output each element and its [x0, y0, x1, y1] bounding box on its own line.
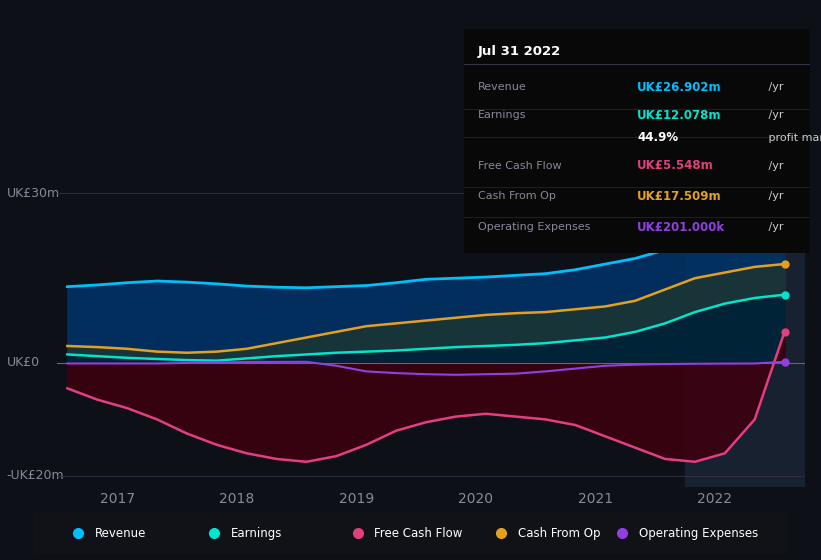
Text: UK£17.509m: UK£17.509m [637, 189, 722, 203]
Text: Free Cash Flow: Free Cash Flow [374, 527, 462, 540]
Text: Free Cash Flow: Free Cash Flow [478, 161, 562, 171]
Text: UK£201.000k: UK£201.000k [637, 221, 725, 234]
Text: /yr: /yr [765, 222, 784, 232]
Text: Operating Expenses: Operating Expenses [639, 527, 758, 540]
Text: UK£0: UK£0 [7, 356, 39, 370]
Text: -UK£20m: -UK£20m [7, 469, 64, 482]
Text: UK£30m: UK£30m [7, 187, 60, 200]
Text: /yr: /yr [765, 191, 784, 201]
Bar [685, 165, 805, 487]
Text: Cash From Op: Cash From Op [518, 527, 600, 540]
Text: 44.9%: 44.9% [637, 131, 678, 144]
Text: /yr: /yr [765, 110, 784, 120]
Text: /yr: /yr [765, 161, 784, 171]
Text: Cash From Op: Cash From Op [478, 191, 556, 201]
Text: UK£12.078m: UK£12.078m [637, 109, 722, 122]
Text: Operating Expenses: Operating Expenses [478, 222, 590, 232]
Text: UK£26.902m: UK£26.902m [637, 81, 722, 94]
Text: Earnings: Earnings [231, 527, 282, 540]
Text: Earnings: Earnings [478, 110, 526, 120]
Text: profit margin: profit margin [765, 133, 821, 143]
Text: Revenue: Revenue [94, 527, 146, 540]
Text: Jul 31 2022: Jul 31 2022 [478, 45, 561, 58]
Text: /yr: /yr [765, 82, 784, 92]
Text: Revenue: Revenue [478, 82, 526, 92]
Text: UK£5.548m: UK£5.548m [637, 159, 713, 172]
